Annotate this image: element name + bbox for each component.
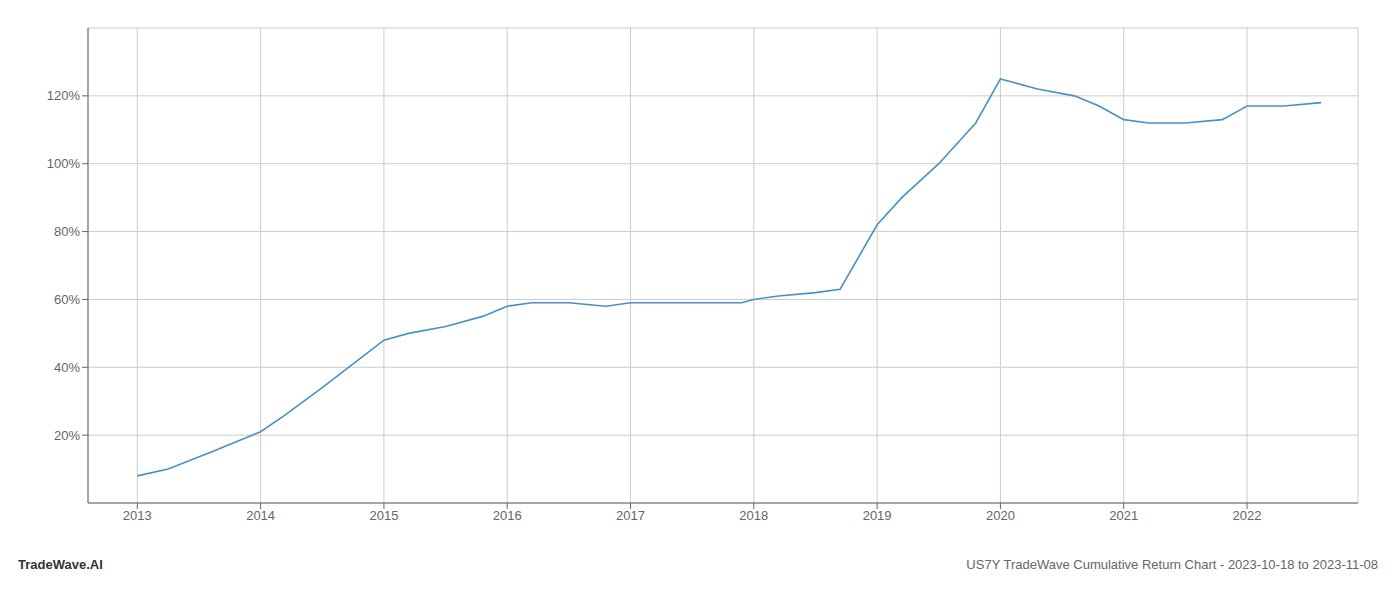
svg-text:60%: 60% — [54, 292, 80, 307]
svg-text:2018: 2018 — [739, 508, 768, 523]
svg-text:2016: 2016 — [493, 508, 522, 523]
svg-text:2020: 2020 — [986, 508, 1015, 523]
svg-text:40%: 40% — [54, 360, 80, 375]
svg-text:2015: 2015 — [369, 508, 398, 523]
svg-text:2013: 2013 — [123, 508, 152, 523]
svg-text:2021: 2021 — [1109, 508, 1138, 523]
html-text:US7Y TradeWave Cumulative Retu: US7Y TradeWave Cumulative Return Chart -… — [966, 557, 1378, 572]
svg-text:2014: 2014 — [246, 508, 275, 523]
html-text:TradeWave.AI: TradeWave.AI — [18, 557, 103, 572]
svg-text:120%: 120% — [47, 88, 81, 103]
svg-text:20%: 20% — [54, 428, 80, 443]
svg-text:2019: 2019 — [863, 508, 892, 523]
svg-text:2022: 2022 — [1233, 508, 1262, 523]
svg-text:2017: 2017 — [616, 508, 645, 523]
svg-text:80%: 80% — [54, 224, 80, 239]
svg-text:100%: 100% — [47, 156, 81, 171]
